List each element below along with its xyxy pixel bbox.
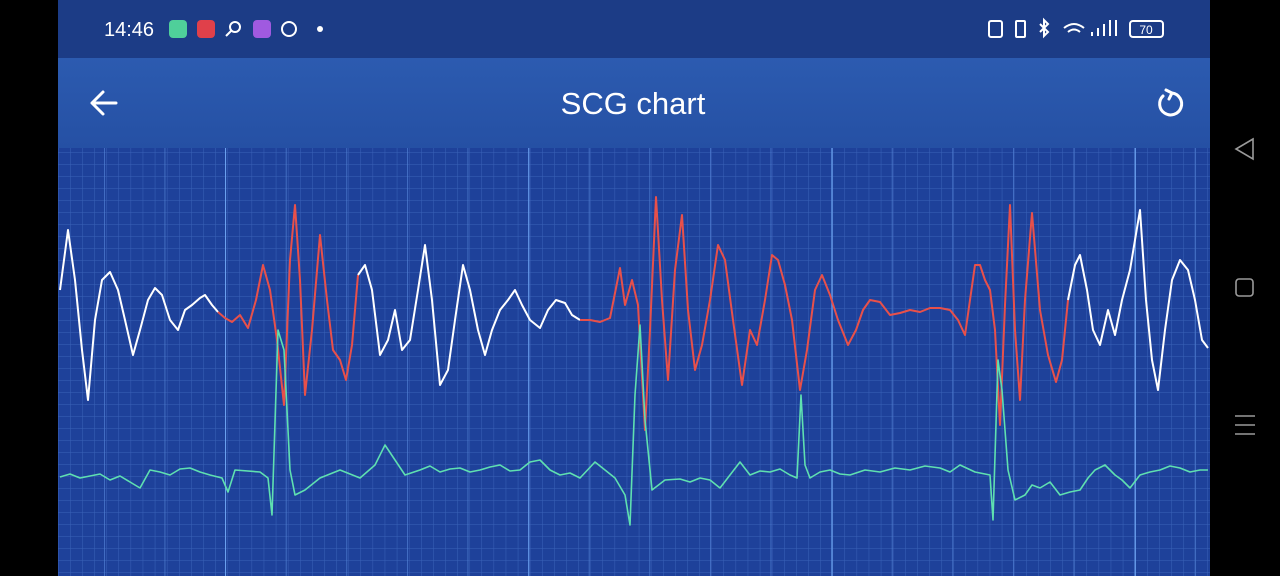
major-grid xyxy=(58,148,1200,576)
nav-back[interactable] xyxy=(1234,137,1254,161)
scg-trace-normal xyxy=(59,229,219,401)
back-button[interactable] xyxy=(90,90,118,116)
scg-trace-normal xyxy=(1067,209,1209,391)
scg-trace-flagged xyxy=(217,204,359,406)
status-system-icons xyxy=(988,17,1164,39)
status-app-icons xyxy=(169,20,323,38)
status-time: 14:46 xyxy=(104,19,154,41)
refresh-button[interactable] xyxy=(1158,88,1184,117)
app-header xyxy=(58,58,1210,148)
scg-trace-flagged xyxy=(580,196,1069,431)
waveforms xyxy=(59,196,1209,526)
battery-level: 70 xyxy=(1139,23,1153,37)
nav-home[interactable] xyxy=(1235,278,1254,297)
ecg-trace xyxy=(59,324,1208,526)
status-bar xyxy=(58,0,1210,58)
header-title: SCG chart xyxy=(561,86,706,121)
scg-trace-normal xyxy=(357,244,581,386)
navigation-bar xyxy=(1210,0,1280,576)
nav-menu[interactable] xyxy=(1235,415,1255,435)
